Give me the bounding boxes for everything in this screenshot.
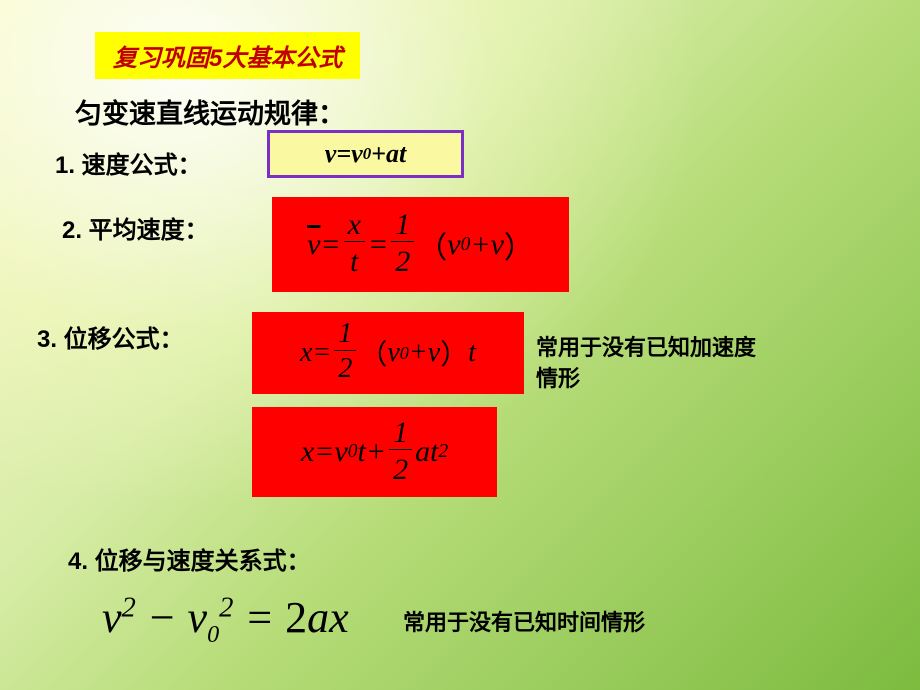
eq2: =	[368, 228, 388, 262]
plus: +	[366, 435, 386, 469]
num-1: 1	[391, 208, 414, 242]
two: 2	[285, 593, 307, 642]
eq: =	[244, 593, 285, 642]
displacement-formula2-box: x = v0t + 1 2 at2	[252, 407, 497, 497]
avg-velocity-formula-box: v = x t = 1 2 （v0 + v）	[272, 197, 569, 292]
item4-note: 常用于没有已知时间情形	[403, 605, 645, 637]
x: x	[301, 435, 314, 469]
minus: −	[147, 593, 188, 642]
item4-label: 4. 位移与速度关系式：	[68, 541, 311, 576]
formula-t: t	[399, 139, 406, 169]
subtitle: 匀变速直线运动规律：	[75, 92, 345, 131]
v0: v	[188, 593, 208, 642]
sq2: 2	[219, 592, 233, 623]
rp: ）	[440, 333, 468, 373]
den-t: t	[346, 242, 362, 281]
item3-note1: 常用于没有已知加速度 情形	[536, 333, 756, 395]
a: a	[307, 593, 329, 642]
vbar: v	[307, 228, 320, 262]
formula-v: v	[325, 139, 337, 169]
plus: +	[409, 337, 428, 369]
eq1: =	[320, 228, 340, 262]
num-1: 1	[334, 319, 356, 351]
plus: +	[470, 228, 490, 262]
num-x: x	[344, 208, 365, 242]
v: v	[428, 337, 440, 369]
sq: 2	[438, 441, 448, 463]
note1-line1: 常用于没有已知加速度	[536, 333, 756, 364]
velocity-formula-box: v=v0+at	[267, 130, 464, 178]
frac-half: 1 2	[334, 319, 356, 387]
x: x	[329, 593, 349, 642]
item2-label: 2. 平均速度：	[62, 210, 209, 245]
review-banner: 复习巩固5大基本公式	[95, 32, 360, 79]
item1-label: 1. 速度公式：	[55, 145, 202, 180]
v0: v	[387, 337, 399, 369]
eq: =	[312, 337, 331, 369]
den-2: 2	[391, 242, 414, 281]
displacement-formula1-box: x = 1 2 （v0 + v） t	[252, 312, 524, 394]
v: v	[102, 593, 122, 642]
note1-line2: 情形	[536, 364, 756, 395]
formula-a: a	[386, 139, 399, 169]
num-1: 1	[389, 416, 412, 450]
a: a	[415, 435, 430, 469]
t2: t	[430, 435, 438, 469]
formula-eq: =	[336, 139, 351, 169]
formula-v0: v	[351, 139, 363, 169]
sub0: 0	[207, 621, 219, 648]
v0: v	[447, 228, 460, 262]
item3-label: 3. 位移公式：	[37, 319, 184, 354]
sq1: 2	[122, 592, 136, 623]
lp: （	[359, 333, 387, 373]
t1: t	[357, 435, 365, 469]
v0: v	[334, 435, 347, 469]
sub0: 0	[348, 441, 358, 463]
t: t	[468, 337, 476, 369]
sub0: 0	[461, 234, 471, 256]
frac-half: 1 2	[391, 208, 414, 281]
formula-sub0: 0	[363, 144, 371, 164]
den-2: 2	[389, 450, 412, 489]
v: v	[491, 228, 504, 262]
frac-half: 1 2	[389, 416, 412, 489]
velocity-displacement-formula: v2 − v02 = 2ax	[102, 592, 349, 649]
frac-xt: x t	[344, 208, 365, 281]
eq: =	[314, 435, 334, 469]
rp: ）	[504, 223, 534, 267]
sub0: 0	[400, 343, 409, 364]
formula-plus: +	[371, 139, 386, 169]
x: x	[300, 337, 312, 369]
den-2: 2	[334, 351, 356, 387]
lp: （	[417, 223, 447, 267]
